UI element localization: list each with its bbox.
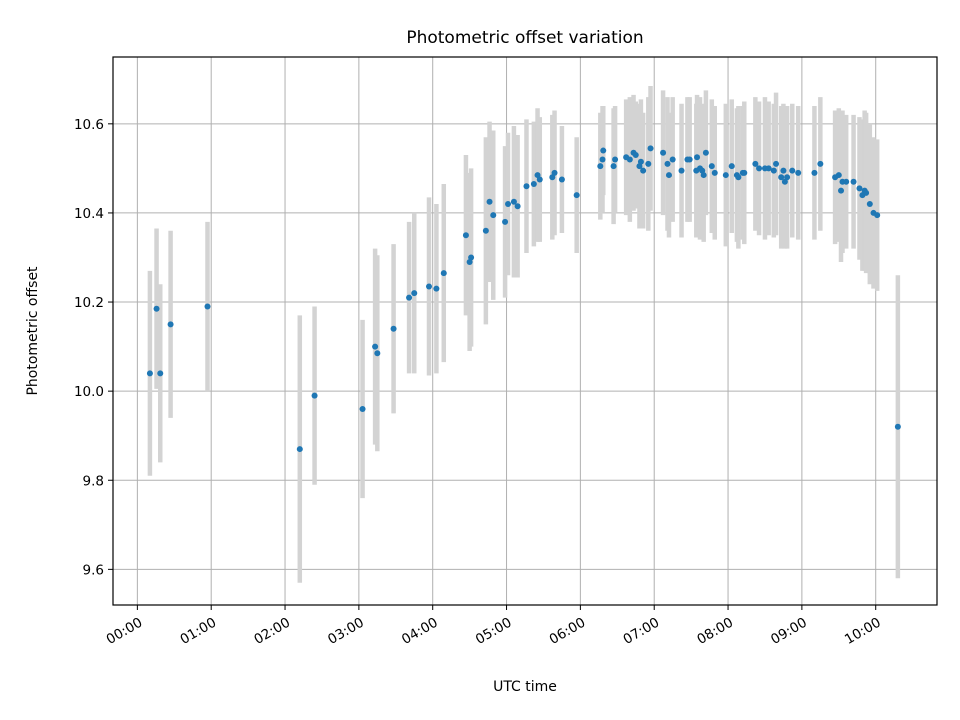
data-point [637, 158, 644, 165]
data-point [482, 227, 489, 234]
data-point [784, 174, 791, 181]
data-points [146, 145, 901, 453]
data-point [311, 392, 318, 399]
data-point [811, 169, 818, 176]
data-point [296, 446, 303, 453]
data-point [765, 165, 772, 172]
data-point [789, 167, 796, 174]
data-point [700, 172, 707, 179]
data-point [778, 174, 785, 181]
data-point [752, 160, 759, 167]
data-point [708, 163, 715, 170]
x-axis-label: UTC time [493, 679, 557, 695]
data-point [660, 149, 667, 156]
data-point [390, 325, 397, 332]
data-point [850, 178, 857, 185]
data-point [647, 145, 654, 152]
data-point [486, 198, 493, 205]
data-point [817, 160, 824, 167]
y-tick-label: 10.2 [74, 295, 104, 311]
data-point [728, 163, 735, 170]
data-point [573, 192, 580, 199]
data-point [549, 174, 556, 181]
data-point [866, 201, 873, 208]
data-point [773, 160, 780, 167]
data-point [167, 321, 174, 328]
data-point [694, 154, 701, 161]
data-point [781, 178, 788, 185]
data-point [551, 169, 558, 176]
data-point [440, 270, 447, 277]
data-point [600, 147, 607, 154]
data-point [722, 172, 729, 179]
data-point [856, 185, 863, 192]
y-tick-label: 9.8 [83, 473, 104, 489]
y-tick-label: 10.0 [74, 384, 104, 400]
data-point [374, 350, 381, 357]
data-point [599, 156, 606, 163]
data-point [665, 172, 672, 179]
data-point [505, 201, 512, 208]
data-point [645, 160, 652, 167]
data-point [204, 303, 211, 310]
data-point [610, 163, 617, 170]
y-tick-label: 10.4 [74, 206, 104, 222]
data-point [534, 172, 541, 179]
y-tick-label: 9.6 [83, 562, 104, 578]
data-point [686, 156, 693, 163]
data-point [770, 167, 777, 174]
data-point [433, 285, 440, 292]
data-point [406, 294, 413, 301]
data-point [558, 176, 565, 183]
data-point [372, 343, 379, 350]
data-point [597, 163, 604, 170]
data-point [894, 423, 901, 430]
data-point [741, 169, 748, 176]
data-point [153, 305, 160, 312]
data-point [843, 178, 850, 185]
y-tick-label: 10.6 [74, 117, 104, 133]
data-point [863, 189, 870, 196]
data-point [157, 370, 164, 377]
data-point [462, 232, 469, 239]
data-point [735, 174, 742, 181]
data-point [502, 218, 509, 225]
data-point [640, 167, 647, 174]
data-point [632, 152, 639, 159]
y-axis-ticks: 9.6 9.8 10.0 10.2 10.4 10.6 [74, 117, 113, 578]
data-point [702, 149, 709, 156]
data-point [711, 169, 718, 176]
data-point [426, 283, 433, 290]
data-point [795, 169, 802, 176]
data-point [536, 176, 543, 183]
data-point [835, 172, 842, 179]
data-point [510, 198, 517, 205]
data-point [468, 254, 475, 261]
data-point [146, 370, 153, 377]
data-point [359, 405, 366, 412]
data-point [678, 167, 685, 174]
data-point [874, 212, 881, 219]
y-axis-label: Photometric offset [25, 266, 41, 396]
data-point [669, 156, 676, 163]
data-point [612, 156, 619, 163]
data-point [756, 165, 763, 172]
chart-title: Photometric offset variation [406, 28, 643, 48]
data-point [664, 160, 671, 167]
data-point [411, 290, 418, 297]
plot-frame [112, 56, 938, 606]
data-point [530, 180, 537, 187]
data-point [514, 203, 521, 210]
data-point [838, 187, 845, 194]
data-point [490, 212, 497, 219]
data-point [626, 156, 633, 163]
data-point [780, 167, 787, 174]
data-point [523, 183, 530, 190]
